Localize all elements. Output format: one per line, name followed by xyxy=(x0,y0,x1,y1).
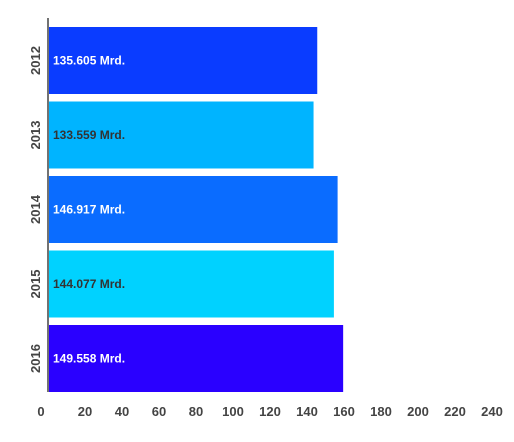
bar-2016 xyxy=(49,325,344,392)
data-labels-group: 135.605 Mrd. 133.559 Mrd. 146.917 Mrd. 144.… xyxy=(53,54,125,366)
x-tick-label-160: 160 xyxy=(333,404,355,419)
category-labels-group: 2012 2013 2014 2015 2016 xyxy=(28,46,43,373)
x-tick-label-220: 220 xyxy=(444,404,466,419)
bars-group xyxy=(49,27,344,392)
category-label-2016: 2016 xyxy=(28,344,43,373)
x-tick-label-80: 80 xyxy=(189,404,203,419)
x-tick-labels-group: 0 20 40 60 80 100 120 140 160 180 200 220 240 xyxy=(37,404,502,419)
bar-2013 xyxy=(49,101,314,169)
category-label-2013: 2013 xyxy=(28,121,43,150)
data-label-2014: 146.917 Mrd. xyxy=(53,203,125,217)
bar-2014 xyxy=(49,176,338,243)
category-label-2015: 2015 xyxy=(28,270,43,299)
category-label-2014: 2014 xyxy=(28,194,43,224)
category-label-2012: 2012 xyxy=(28,46,43,75)
x-tick-label-0: 0 xyxy=(37,404,44,419)
x-tick-label-140: 140 xyxy=(296,404,318,419)
data-label-2016: 149.558 Mrd. xyxy=(53,352,125,366)
x-tick-label-240: 240 xyxy=(481,404,503,419)
data-label-2015: 144.077 Mrd. xyxy=(53,277,125,291)
x-tick-label-40: 40 xyxy=(115,404,129,419)
x-tick-label-120: 120 xyxy=(259,404,281,419)
data-label-2013: 133.559 Mrd. xyxy=(53,128,125,142)
x-tick-label-100: 100 xyxy=(222,404,244,419)
bar-2012 xyxy=(49,27,318,94)
bar-2015 xyxy=(49,250,334,318)
x-tick-label-60: 60 xyxy=(152,404,166,419)
x-tick-label-200: 200 xyxy=(407,404,429,419)
data-label-2012: 135.605 Mrd. xyxy=(53,54,125,68)
x-tick-label-20: 20 xyxy=(78,404,92,419)
x-tick-label-180: 180 xyxy=(370,404,392,419)
